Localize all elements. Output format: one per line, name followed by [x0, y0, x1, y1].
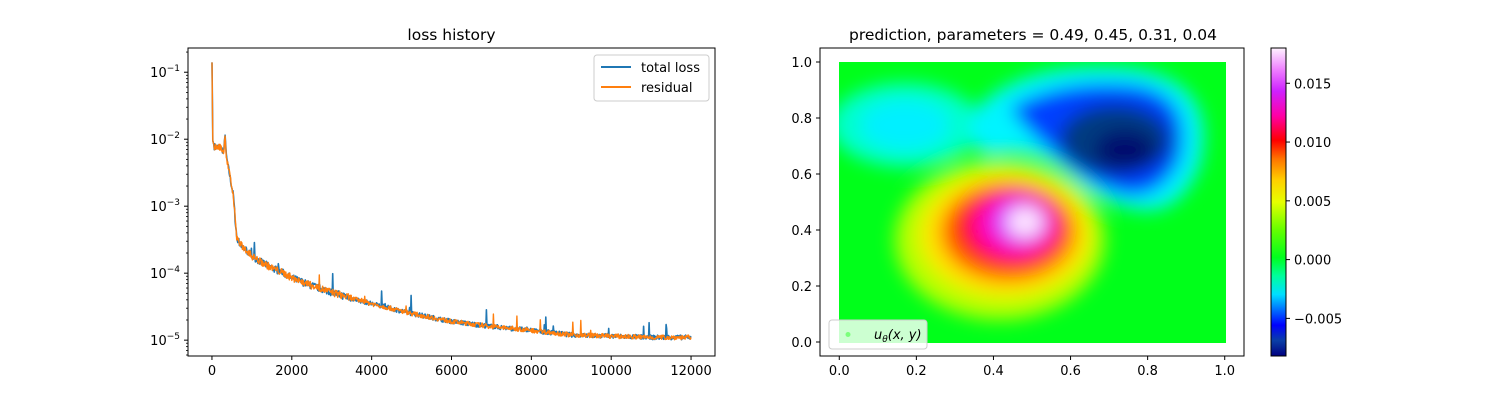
prediction-x-tick-label: 1.0 — [1214, 364, 1235, 379]
prediction-legend: uθ(x, y) — [828, 319, 928, 350]
loss-y-tick-label: 10−3 — [150, 198, 180, 215]
prediction-x-tick-label: 0.0 — [829, 364, 850, 379]
prediction-field — [839, 62, 1226, 343]
legend-marker-prediction — [845, 332, 851, 337]
loss-x-axis: 0 2000 4000 6000 8000 10000 12000 — [208, 356, 712, 379]
colorbar-tick-label: 0.000 — [1294, 254, 1331, 269]
loss-x-tick-label: 4000 — [355, 364, 388, 379]
legend-label-total-loss: total loss — [641, 61, 700, 76]
loss-y-tick-label: 10−1 — [150, 64, 180, 81]
loss-y-axis: 10−5 10−4 10−3 10−2 10−1 — [150, 51, 188, 356]
legend-label-residual: residual — [641, 81, 693, 96]
colorbar-tick-label: 0.015 — [1294, 77, 1331, 92]
prediction-x-tick-label: 0.8 — [1137, 364, 1158, 379]
prediction-x-axis: 0.0 0.2 0.4 0.6 0.8 1.0 — [829, 356, 1235, 379]
prediction-legend-box — [828, 319, 928, 350]
prediction-chart-title: prediction, parameters = 0.49, 0.45, 0.3… — [849, 26, 1217, 44]
prediction-x-tick-label: 0.4 — [983, 364, 1004, 379]
loss-chart-title: loss history — [407, 26, 495, 44]
prediction-y-tick-label: 0.0 — [791, 336, 812, 351]
colorbar-strip — [1270, 47, 1287, 357]
loss-x-tick-label: 6000 — [435, 364, 468, 379]
loss-x-tick-label: 0 — [208, 364, 216, 379]
prediction-y-tick-label: 0.6 — [791, 168, 812, 183]
loss-y-tick-label: 10−5 — [150, 332, 180, 349]
colorbar-tick-label: 0.010 — [1294, 136, 1331, 151]
prediction-y-tick-label: 0.4 — [791, 224, 812, 239]
loss-y-tick-label: 10−2 — [150, 131, 180, 148]
colorbar-tick-label: −0.005 — [1294, 312, 1342, 327]
loss-legend: total loss residual — [593, 54, 710, 102]
prediction-plot-frame — [819, 47, 1245, 357]
loss-series-lines — [211, 62, 692, 341]
field-peak-maximum — [1007, 207, 1043, 237]
loss-y-tick-label: 10−4 — [150, 265, 180, 282]
loss-series-line-residual — [211, 62, 692, 341]
prediction-y-axis: 0.0 0.2 0.4 0.6 0.8 1.0 — [791, 56, 820, 351]
field-basin-minimum — [1095, 130, 1155, 170]
loss-x-tick-label: 8000 — [515, 364, 548, 379]
loss-x-tick-label: 10000 — [591, 364, 632, 379]
colorbar-ticks: −0.005 0.000 0.005 0.010 0.015 — [1286, 77, 1342, 327]
prediction-y-tick-label: 0.2 — [791, 280, 812, 295]
loss-series-line-total-loss — [211, 62, 692, 341]
prediction-y-tick-label: 0.8 — [791, 112, 812, 127]
prediction-y-tick-label: 1.0 — [791, 56, 812, 71]
loss-x-tick-label: 12000 — [670, 364, 711, 379]
loss-history-panel: loss history 0 2000 4000 6000 8000 10000 12000… — [150, 26, 716, 379]
loss-x-tick-label: 2000 — [275, 364, 308, 379]
field-blobs — [839, 66, 1204, 320]
field-lobe-upper-left-inner — [860, 100, 950, 150]
prediction-panel: prediction, parameters = 0.49, 0.45, 0.3… — [791, 26, 1342, 379]
colorbar: −0.005 0.000 0.005 0.010 0.015 — [1270, 47, 1342, 357]
colorbar-tick-label: 0.005 — [1294, 195, 1331, 210]
legend-label-prediction: uθ(x, y) — [874, 328, 922, 345]
prediction-x-tick-label: 0.6 — [1060, 364, 1081, 379]
prediction-x-tick-label: 0.2 — [906, 364, 927, 379]
